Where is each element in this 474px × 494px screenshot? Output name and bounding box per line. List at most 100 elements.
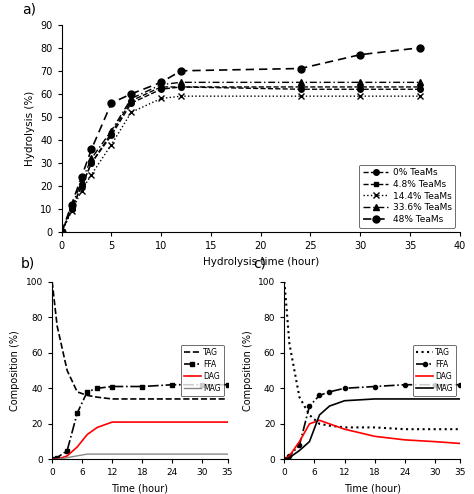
TAG [200, 396, 205, 402]
DAG [64, 453, 70, 459]
Line: DAG: DAG [52, 422, 228, 459]
MAG [372, 396, 377, 402]
MAG [457, 396, 463, 402]
33.6% TeaMs [79, 178, 84, 184]
Line: 48% TeaMs: 48% TeaMs [58, 44, 423, 236]
0% TeaMs [128, 100, 134, 106]
FFA [170, 382, 175, 388]
MAG [84, 451, 90, 457]
FFA [342, 385, 347, 391]
14.4% TeaMs [89, 171, 94, 177]
14.4% TeaMs [79, 188, 84, 194]
DAG [74, 444, 80, 450]
TAG [109, 396, 115, 402]
Line: 33.6% TeaMs: 33.6% TeaMs [59, 80, 423, 235]
TAG [432, 426, 438, 432]
MAG [74, 453, 80, 459]
TAG [170, 396, 175, 402]
MAG [200, 451, 205, 457]
DAG [307, 421, 312, 427]
48% TeaMs [79, 174, 84, 180]
Text: a): a) [22, 2, 36, 16]
Line: 0% TeaMs: 0% TeaMs [59, 84, 423, 235]
FFA [457, 382, 463, 388]
TAG [372, 424, 377, 430]
MAG [55, 456, 60, 462]
0% TeaMs [357, 86, 363, 92]
MAG [342, 398, 347, 404]
FFA [74, 410, 80, 416]
DAG [200, 419, 205, 425]
X-axis label: Hydrolysis time (hour): Hydrolysis time (hour) [202, 257, 319, 267]
33.6% TeaMs [69, 204, 74, 210]
0% TeaMs [79, 183, 84, 189]
MAG [402, 396, 408, 402]
DAG [432, 439, 438, 445]
Y-axis label: Composition (%): Composition (%) [10, 330, 20, 411]
FFA [139, 383, 145, 389]
MAG [225, 451, 230, 457]
Legend: TAG, FFA, DAG, MAG: TAG, FFA, DAG, MAG [413, 345, 456, 396]
4.8% TeaMs [357, 84, 363, 90]
FFA [84, 389, 90, 395]
14.4% TeaMs [109, 142, 114, 148]
FFA [287, 453, 292, 459]
48% TeaMs [69, 202, 74, 207]
Line: MAG: MAG [284, 399, 460, 459]
TAG [74, 389, 80, 395]
48% TeaMs [158, 80, 164, 85]
FFA [297, 442, 302, 448]
TAG [297, 394, 302, 400]
DAG [225, 419, 230, 425]
TAG [282, 279, 287, 285]
FFA [327, 389, 332, 395]
14.4% TeaMs [298, 93, 303, 99]
Y-axis label: Hydrolysis (%): Hydrolysis (%) [25, 91, 35, 166]
FFA [109, 383, 115, 389]
14.4% TeaMs [178, 93, 184, 99]
4.8% TeaMs [79, 183, 84, 189]
14.4% TeaMs [69, 208, 74, 214]
Line: FFA: FFA [50, 383, 229, 461]
48% TeaMs [128, 91, 134, 97]
0% TeaMs [69, 206, 74, 212]
48% TeaMs [417, 45, 423, 51]
MAG [327, 403, 332, 409]
TAG [94, 394, 100, 400]
14.4% TeaMs [128, 109, 134, 115]
MAG [307, 439, 312, 445]
X-axis label: Time (hour): Time (hour) [111, 483, 168, 493]
0% TeaMs [89, 160, 94, 166]
0% TeaMs [59, 229, 64, 235]
33.6% TeaMs [109, 128, 114, 134]
TAG [402, 426, 408, 432]
Legend: TAG, FFA, DAG, MAG: TAG, FFA, DAG, MAG [181, 345, 224, 396]
FFA [200, 382, 205, 388]
DAG [287, 453, 292, 459]
Y-axis label: Composition (%): Composition (%) [243, 330, 253, 411]
FFA [49, 456, 55, 462]
4.8% TeaMs [59, 229, 64, 235]
Line: TAG: TAG [284, 282, 460, 429]
Line: DAG: DAG [284, 420, 460, 459]
FFA [64, 448, 70, 453]
TAG [307, 412, 312, 418]
33.6% TeaMs [59, 229, 64, 235]
4.8% TeaMs [178, 84, 184, 90]
DAG [55, 456, 60, 462]
MAG [297, 448, 302, 453]
FFA [372, 383, 377, 389]
DAG [372, 433, 377, 439]
4.8% TeaMs [298, 84, 303, 90]
Line: MAG: MAG [52, 454, 228, 459]
TAG [84, 392, 90, 398]
4.8% TeaMs [69, 206, 74, 212]
DAG [139, 419, 145, 425]
Line: TAG: TAG [52, 282, 228, 399]
0% TeaMs [417, 86, 423, 92]
48% TeaMs [357, 52, 363, 58]
FFA [432, 382, 438, 388]
DAG [49, 456, 55, 462]
33.6% TeaMs [417, 80, 423, 85]
TAG [317, 421, 322, 427]
